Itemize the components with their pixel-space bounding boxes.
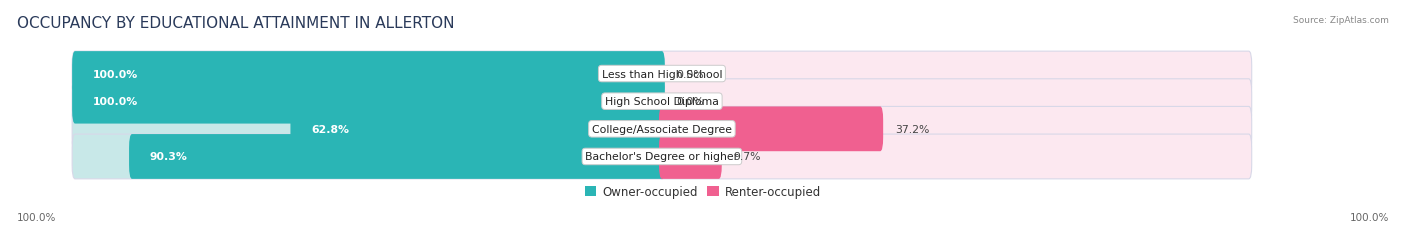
- FancyBboxPatch shape: [72, 134, 665, 179]
- Text: 62.8%: 62.8%: [311, 124, 349, 134]
- FancyBboxPatch shape: [72, 107, 665, 152]
- Text: Less than High School: Less than High School: [602, 69, 723, 79]
- FancyBboxPatch shape: [72, 52, 665, 97]
- Text: Bachelor's Degree or higher: Bachelor's Degree or higher: [585, 152, 738, 162]
- FancyBboxPatch shape: [72, 52, 665, 97]
- Legend: Owner-occupied, Renter-occupied: Owner-occupied, Renter-occupied: [579, 180, 827, 203]
- Text: College/Associate Degree: College/Associate Degree: [592, 124, 733, 134]
- Text: High School Diploma: High School Diploma: [605, 97, 718, 107]
- FancyBboxPatch shape: [659, 134, 1251, 179]
- Text: 100.0%: 100.0%: [1350, 212, 1389, 222]
- Text: 9.7%: 9.7%: [734, 152, 761, 162]
- FancyBboxPatch shape: [659, 52, 1251, 97]
- Text: OCCUPANCY BY EDUCATIONAL ATTAINMENT IN ALLERTON: OCCUPANCY BY EDUCATIONAL ATTAINMENT IN A…: [17, 16, 454, 31]
- Text: 100.0%: 100.0%: [17, 212, 56, 222]
- Text: 37.2%: 37.2%: [894, 124, 929, 134]
- FancyBboxPatch shape: [72, 79, 665, 124]
- Text: 0.0%: 0.0%: [676, 69, 704, 79]
- Text: 0.0%: 0.0%: [676, 97, 704, 107]
- Text: 100.0%: 100.0%: [93, 69, 138, 79]
- FancyBboxPatch shape: [659, 79, 1251, 124]
- Text: 100.0%: 100.0%: [93, 97, 138, 107]
- FancyBboxPatch shape: [659, 107, 883, 152]
- FancyBboxPatch shape: [659, 134, 721, 179]
- Text: Source: ZipAtlas.com: Source: ZipAtlas.com: [1294, 16, 1389, 25]
- FancyBboxPatch shape: [72, 79, 665, 124]
- FancyBboxPatch shape: [659, 107, 1251, 152]
- Text: 90.3%: 90.3%: [149, 152, 187, 162]
- FancyBboxPatch shape: [129, 134, 665, 179]
- FancyBboxPatch shape: [291, 107, 665, 152]
